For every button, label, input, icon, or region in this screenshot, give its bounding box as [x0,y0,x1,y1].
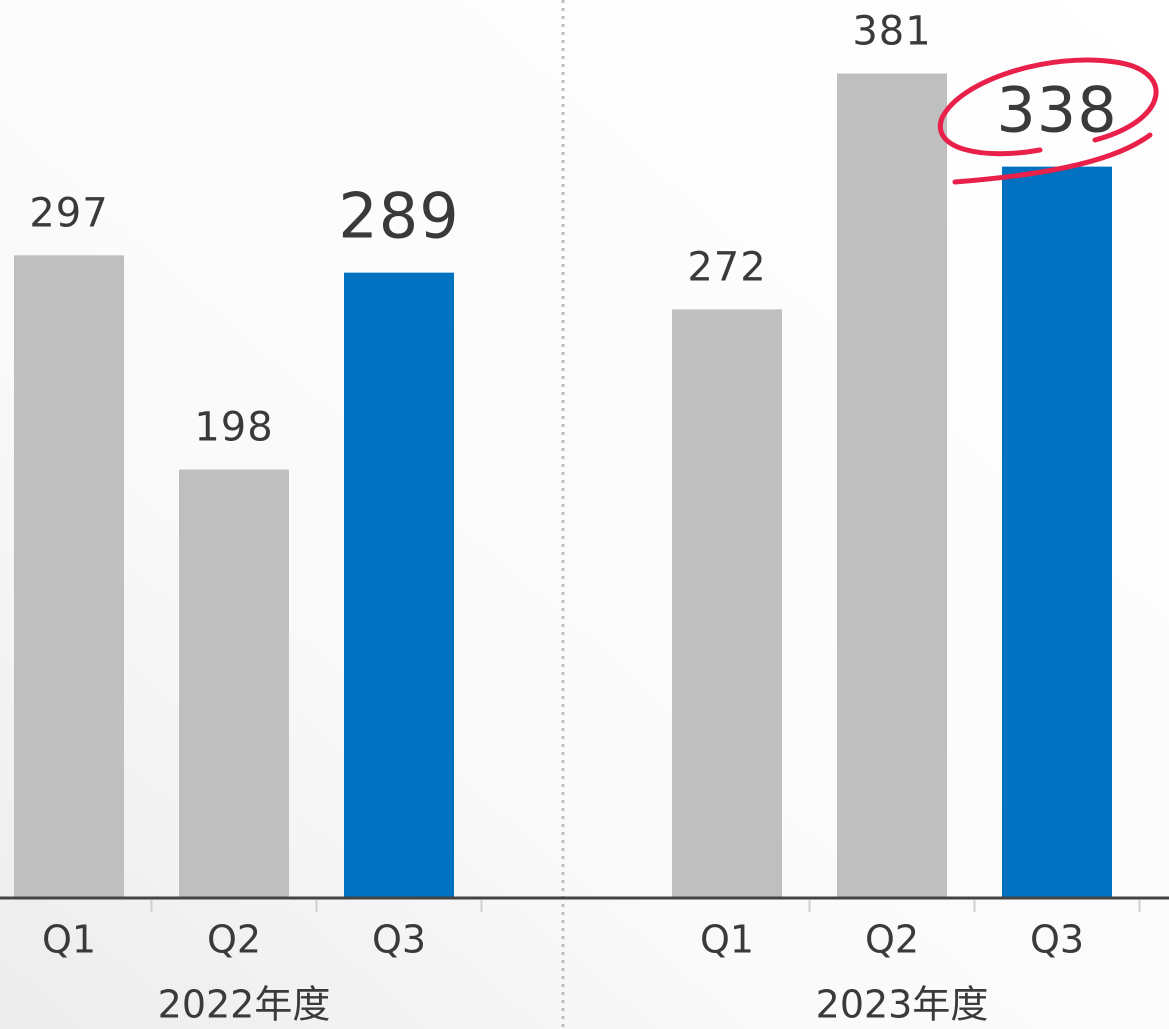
plot: 297 Q1 198 Q2 289 Q3 2022年度 272 Q1 381 Q2 338 Q3 2023… [14,9,1141,1027]
value-label: 297 [29,190,108,236]
x-tick-label: Q2 [865,918,919,962]
highlight-circle [937,57,1159,185]
bar [344,272,454,899]
bar [179,469,289,898]
value-label: 198 [194,405,273,451]
bar [837,73,947,898]
x-tick-label: Q3 [1030,918,1084,962]
group-label: 2022年度 [158,983,331,1027]
bar [1002,166,1112,898]
value-label: 272 [687,244,766,290]
value-label: 338 [996,74,1117,147]
x-tick-label: Q2 [207,918,261,962]
value-label: 289 [338,180,459,253]
bar [14,255,124,898]
group-label: 2023年度 [816,983,989,1027]
value-label: 381 [852,9,931,55]
x-tick-label: Q3 [372,918,426,962]
x-tick-label: Q1 [42,918,96,962]
bar [672,309,782,898]
x-tick-label: Q1 [700,918,754,962]
